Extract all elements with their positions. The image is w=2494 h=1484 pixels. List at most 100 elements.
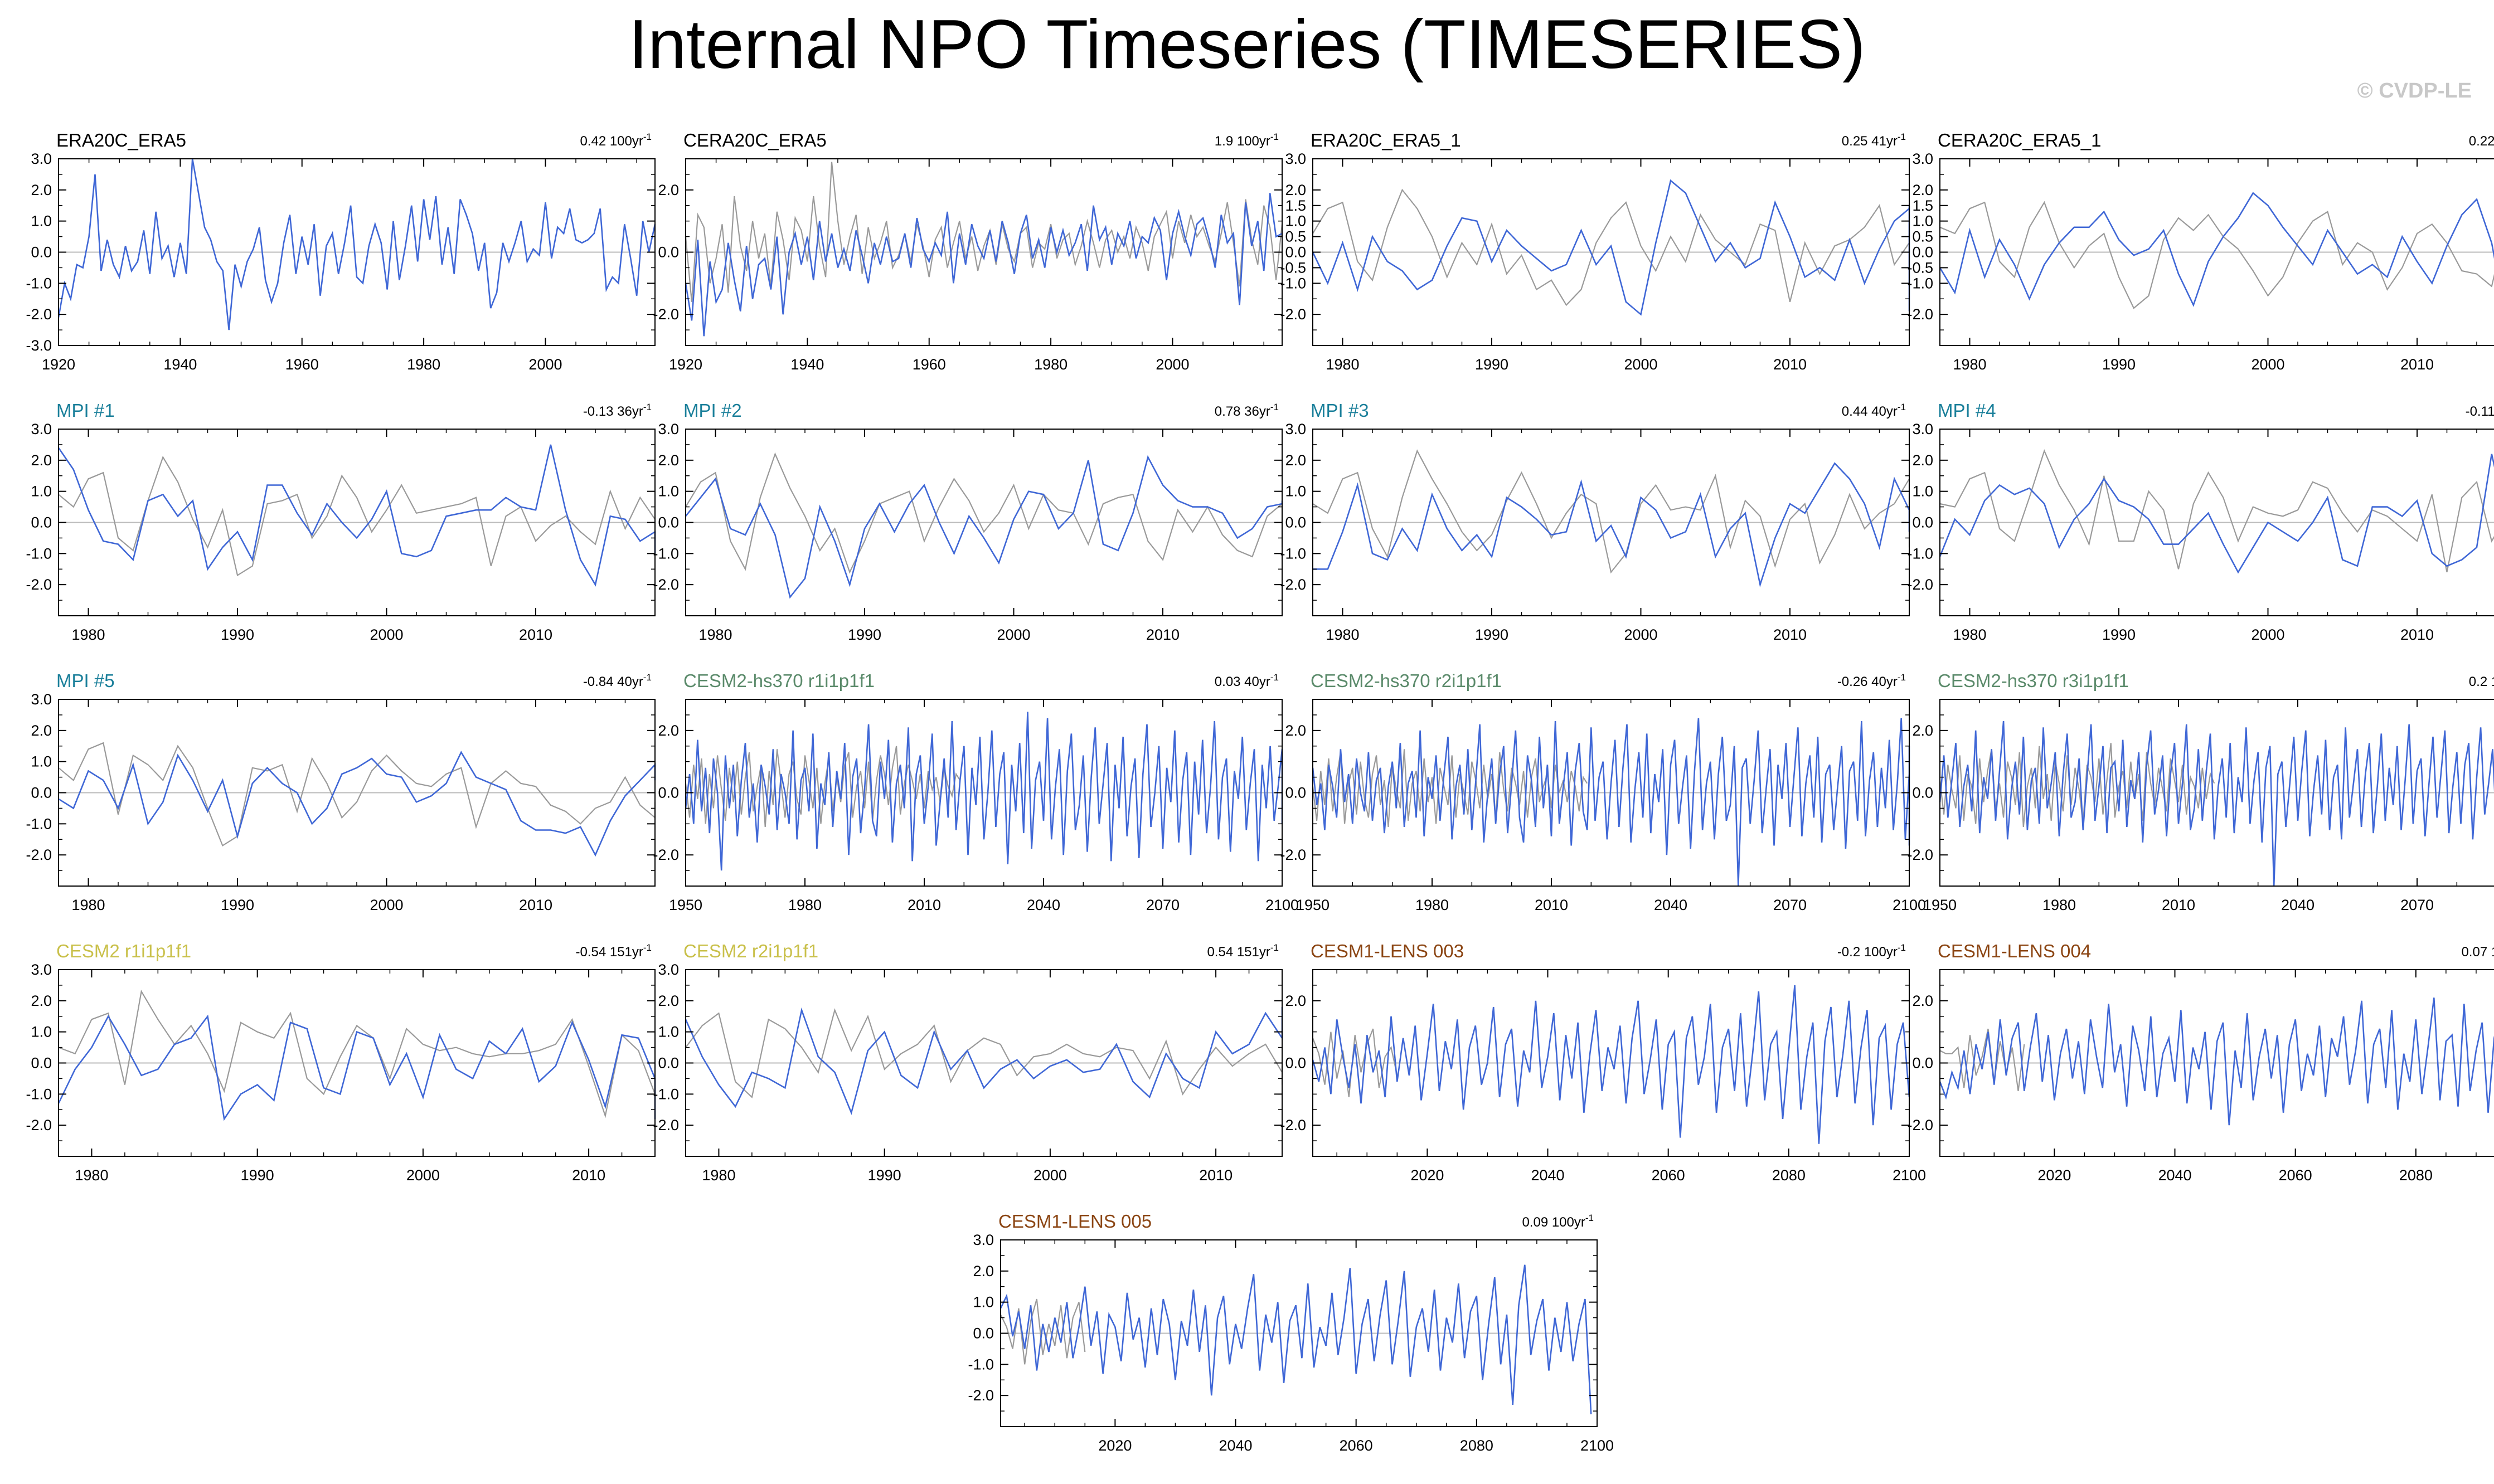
y-tick-label: -2.0 [1280,576,1306,593]
y-tick-label: 1.0 [658,483,679,500]
chart-panel-7: 3.0 2.0 1.0 0.0 -1.0 -2.0 1980 1990 2000 2010 MPI … [1280,400,1910,643]
y-tick-label: 0.0 [658,244,679,261]
chart-panel-5: 3.0 2.0 1.0 0.0 -1.0 -2.0 1980 1990 2000 2010 MPI … [26,400,656,643]
x-tick-label: 2010 [519,897,552,913]
panel-title: CESM1-LENS 004 [1938,941,2091,961]
x-tick-label: 1980 [75,1167,108,1184]
panel-title: CERA20C_ERA5 [683,130,827,150]
x-tick-label: 2000 [528,356,562,373]
x-tick-label: 2060 [1340,1437,1373,1454]
series-line-reference [58,455,656,577]
y-tick-label: -1.0 [26,545,52,562]
chart-panel-2: 2.0 0.0 -2.0 1920 1940 1960 1980 2000 CERA20C_ER… [653,130,1283,373]
series-line-reference [1939,449,2494,573]
y-tick-label: 3.0 [1285,150,1306,167]
series-line-reference [58,989,656,1118]
y-tick-label: 2.0 [973,1263,994,1279]
y-tick-label: 0.0 [31,1055,52,1072]
y-tick-label: 0.5 [1912,228,1933,245]
y-tick-label: 2.0 [658,182,679,198]
y-tick-label: 2.0 [1912,182,1933,198]
panel-title: CERA20C_ERA5_1 [1938,130,2102,150]
x-tick-label: 1950 [1296,897,1330,913]
x-tick-label: 1940 [163,356,197,373]
x-tick-label: 2010 [2400,626,2434,643]
y-tick-label: 2.0 [658,722,679,739]
chart-panel-13: 3.0 2.0 1.0 0.0 -1.0 -2.0 1980 1990 2000 2010 CESM… [26,941,656,1184]
y-tick-label: -2.0 [26,576,52,593]
panel-trend-label: 0.22 36yr-1 [2469,132,2494,149]
chart-panel-17: 3.0 2.0 1.0 0.0 -1.0 -2.0 2020 2040 2060 2080 2100… [968,1211,1614,1454]
panel-trend-label: -0.13 36yr-1 [583,402,652,419]
y-tick-label: 0.0 [31,514,52,531]
series-line-ensemble [1939,721,2494,887]
x-tick-label: 1980 [1034,356,1068,373]
x-tick-label: 2000 [370,626,403,643]
series-line-ensemble [685,455,1283,599]
x-tick-label: 2100 [1893,1167,1926,1184]
y-tick-label: 0.0 [31,244,52,261]
y-tick-label: 3.0 [973,1232,994,1248]
x-tick-label: 1980 [71,626,105,643]
y-tick-label: 1.5 [1912,197,1933,214]
x-tick-label: 2040 [1654,897,1687,913]
panel-title: ERA20C_ERA5 [56,130,186,150]
y-tick-label: -2.0 [1280,306,1306,323]
panel-trend-label: 1.9 100yr-1 [1215,132,1279,149]
panel-trend-label: 0.54 151yr-1 [1207,942,1279,960]
x-tick-label: 2040 [1219,1437,1252,1454]
x-tick-label: 2080 [2399,1167,2433,1184]
x-tick-label: 2010 [1773,626,1807,643]
y-tick-label: 1.0 [658,1024,679,1040]
y-tick-label: 2.0 [1912,722,1933,739]
y-tick-label: 3.0 [1285,421,1306,437]
series-line-reference [1939,1028,2025,1091]
x-tick-label: 2040 [1027,897,1060,913]
chart-panel-8: 3.0 2.0 1.0 0.0 -1.0 -2.0 1980 1990 2000 2010 MPI … [1907,400,2494,643]
series-line-ensemble [1312,718,1910,887]
x-tick-label: 2040 [2281,897,2315,913]
y-tick-label: 3.0 [31,691,52,708]
x-tick-label: 2080 [1772,1167,1806,1184]
x-tick-label: 2010 [572,1167,605,1184]
x-tick-label: 2080 [1460,1437,1493,1454]
series-line-reference [685,1008,1283,1099]
y-tick-label: 2.0 [1285,452,1306,469]
x-tick-label: 1980 [702,1167,735,1184]
x-tick-label: 1990 [241,1167,274,1184]
x-tick-label: 2000 [2251,356,2284,373]
y-tick-label: 2.0 [31,722,52,739]
y-tick-label: 0.0 [1285,1055,1306,1072]
chart-panel-11: 2.0 0.0 -2.0 1950 1980 2010 2040 2070 2100 CESM2-… [1280,670,1926,913]
x-tick-label: 2020 [1098,1437,1132,1454]
y-tick-label: 3.0 [31,421,52,437]
panel-trend-label: 0.07 100yr-1 [2461,942,2494,960]
series-line-reference [1939,201,2494,309]
x-tick-label: 1990 [2102,626,2136,643]
series-line-ensemble [58,751,656,857]
y-tick-label: 1.0 [1912,483,1933,500]
panel-title: CESM1-LENS 003 [1311,941,1464,961]
x-tick-label: 2000 [1624,356,1657,373]
chart-panel-6: 3.0 2.0 1.0 0.0 -1.0 -2.0 1980 1990 2000 2010 MPI … [653,400,1283,643]
chart-panel-1: 3.0 2.0 1.0 0.0 -1.0 -2.0 -3.0 1920 1940 1960 1980… [26,130,656,373]
x-tick-label: 1990 [221,626,254,643]
y-tick-label: -1.0 [26,1086,52,1102]
x-tick-label: 2010 [908,897,941,913]
y-tick-label: 1.0 [31,1024,52,1040]
x-tick-label: 2100 [1580,1437,1614,1454]
y-tick-label: 3.0 [1912,421,1933,437]
series-line-ensemble [1313,462,1910,588]
y-tick-label: 0.0 [658,785,679,801]
chart-panel-4: 3.0 2.01.51.00.50.0-0.5-1.0 -2.0 1980 1990 20… [1907,130,2494,373]
x-tick-label: 2000 [1156,356,1189,373]
x-tick-label: 1980 [1953,626,1986,643]
x-tick-label: 1960 [285,356,319,373]
panel-trend-label: 0.03 40yr-1 [1215,672,1279,689]
panel-trend-label: 0.78 36yr-1 [1215,402,1279,419]
panel-title: MPI #2 [683,400,742,421]
panel-trend-label: 0.09 100yr-1 [1522,1213,1594,1230]
y-tick-label: 0.0 [1912,514,1933,531]
x-tick-label: 1980 [1953,356,1986,373]
y-tick-label: 1.0 [31,483,52,500]
